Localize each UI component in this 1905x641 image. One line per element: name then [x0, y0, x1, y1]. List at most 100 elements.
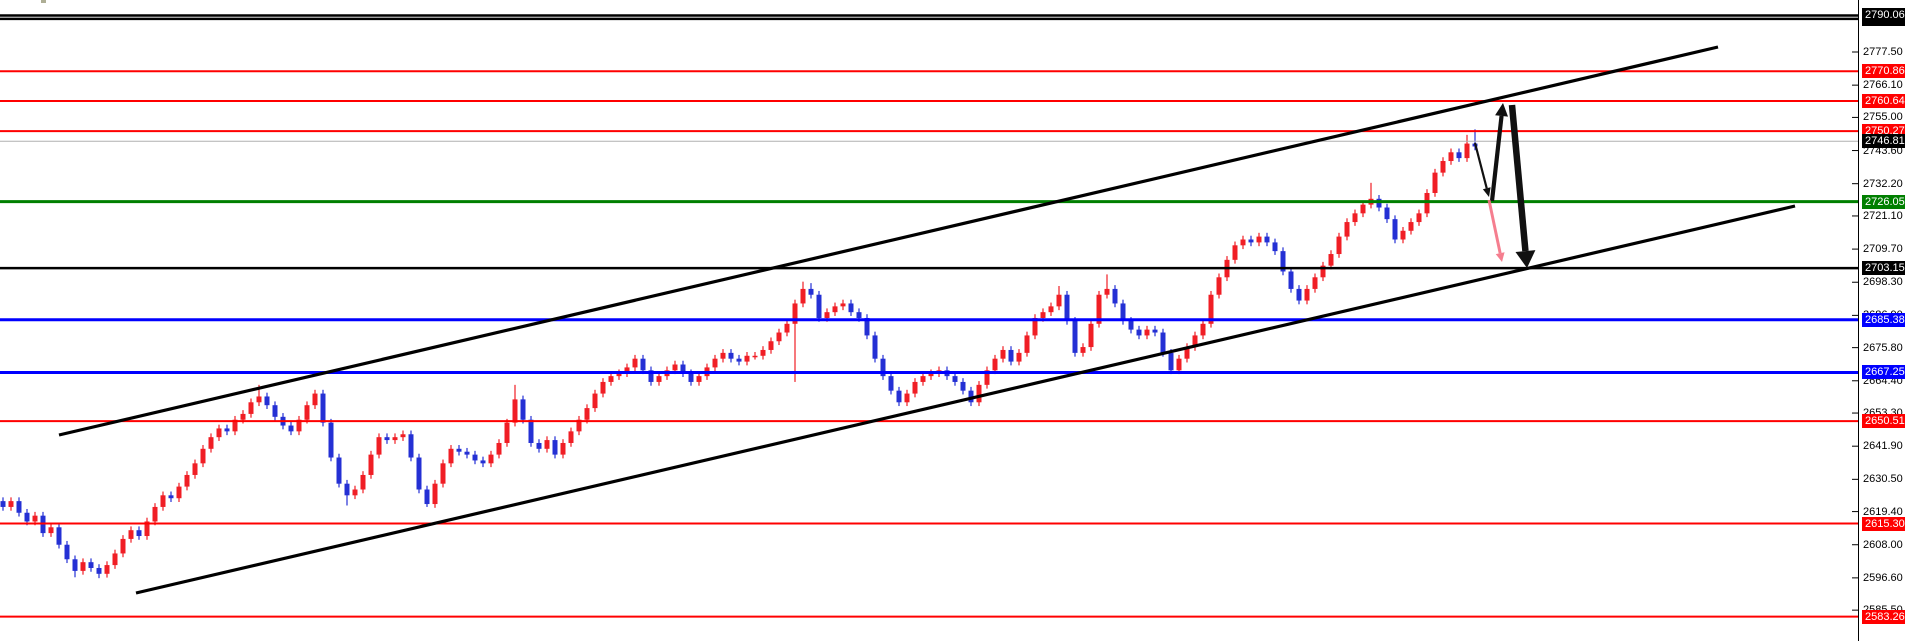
candle: [872, 331, 878, 363]
candle: [912, 378, 918, 398]
candle-body-bull: [216, 428, 222, 438]
candle: [1024, 331, 1030, 357]
candle-body-bull: [920, 376, 926, 382]
candle: [1368, 182, 1374, 209]
candle-body-bull: [656, 376, 662, 382]
candle: [192, 459, 198, 479]
candle-body-bull: [1432, 172, 1438, 193]
candle: [128, 526, 134, 543]
candle: [736, 354, 742, 366]
candle: [144, 517, 150, 540]
candle-body-bear: [728, 352, 734, 359]
candle-body-bull: [1088, 323, 1094, 348]
price-axis-panel[interactable]: 2777.50 2766.10 2755.00 2743.60 2732.20 2721.…: [1858, 0, 1905, 641]
candle-body-bear: [24, 512, 30, 522]
candle: [1440, 157, 1446, 177]
candle: [448, 445, 454, 468]
candle-body-bear: [552, 440, 558, 455]
candle-body-bull: [1080, 347, 1086, 353]
candle-body-bull: [1048, 306, 1054, 313]
price-line-label-2583.26: 2583.26: [1862, 609, 1905, 624]
candle: [264, 392, 270, 409]
candle: [1000, 346, 1006, 363]
candle: [1016, 349, 1022, 366]
candle-body-bear: [1376, 198, 1382, 208]
candle: [352, 485, 358, 500]
candle-body-bear: [1128, 320, 1134, 330]
candle-body-bear: [136, 530, 142, 537]
candle: [488, 450, 494, 468]
channel-lower[interactable]: [135, 204, 1796, 595]
candle: [640, 354, 646, 375]
candle: [1344, 218, 1350, 241]
pullback-arrow[interactable]: [1473, 142, 1491, 197]
candle: [568, 427, 574, 447]
candle-body-bull: [696, 376, 702, 382]
candle: [968, 386, 974, 407]
candle-body-bull: [304, 405, 310, 420]
candle-body-bear: [528, 419, 534, 443]
candle-body-bear: [1392, 219, 1398, 240]
candle-body-bear: [1280, 251, 1286, 272]
candle: [248, 398, 254, 418]
candle-body-bull: [176, 486, 182, 499]
candle-body-bull: [984, 370, 990, 385]
candle-body-bull: [544, 440, 550, 449]
candle-body-bull: [976, 384, 982, 403]
candle-body-bear: [1384, 207, 1390, 220]
candle: [1432, 168, 1438, 197]
candle-body-bear: [408, 434, 414, 458]
candle-body-bull: [1464, 143, 1470, 159]
candle-body-bear: [16, 501, 22, 513]
candle: [1168, 349, 1174, 375]
candle: [440, 459, 446, 488]
candle: [832, 302, 838, 316]
candle: [536, 439, 542, 453]
price-line-label-2770.86: 2770.86: [1862, 64, 1905, 79]
candle-body-bull: [496, 442, 502, 455]
candle-body-bear: [1264, 236, 1270, 243]
candle-body-bear: [960, 381, 966, 391]
candle: [464, 447, 470, 459]
candle: [496, 439, 502, 459]
price-line-label-2615.30: 2615.30: [1862, 516, 1905, 531]
candle-body-bull: [240, 413, 246, 420]
price-line-label-2790.06: 2790.06: [1862, 8, 1905, 23]
candle: [304, 401, 310, 424]
candle-body-bear: [680, 364, 686, 374]
candle-body-bull: [912, 381, 918, 394]
candle: [136, 526, 142, 540]
bounce-up-arrow[interactable]: [1489, 103, 1509, 202]
candle-body-bull: [608, 376, 614, 382]
candle-body-bear: [336, 457, 342, 484]
candle: [1048, 302, 1054, 316]
candle-body-bull: [752, 355, 758, 358]
candle-body-bear: [288, 425, 294, 432]
candle: [648, 366, 654, 386]
candle-body-bull: [672, 364, 678, 371]
candle: [1352, 209, 1358, 226]
candle: [1176, 354, 1182, 375]
candle: [600, 378, 606, 398]
candle: [880, 354, 886, 380]
candle: [1232, 241, 1238, 264]
candle: [1328, 250, 1334, 270]
candle-body-bull: [1440, 161, 1446, 173]
candle: [64, 540, 70, 564]
axis-tick-label: 2698.30: [1863, 276, 1903, 289]
candle: [312, 389, 318, 409]
candle-body-bull: [720, 352, 726, 359]
candle-body-bull: [1000, 349, 1006, 359]
candle: [392, 433, 398, 444]
candle: [288, 421, 294, 436]
candle: [456, 445, 462, 456]
breakdown-arrow[interactable]: [1508, 104, 1536, 268]
candle-body-bear: [1168, 352, 1174, 371]
channel-upper[interactable]: [58, 45, 1719, 437]
candle: [904, 389, 910, 407]
candle: [728, 349, 734, 363]
bearish-scenario-arrow[interactable]: [1487, 199, 1505, 262]
candle: [1320, 261, 1326, 282]
candle: [520, 395, 526, 424]
